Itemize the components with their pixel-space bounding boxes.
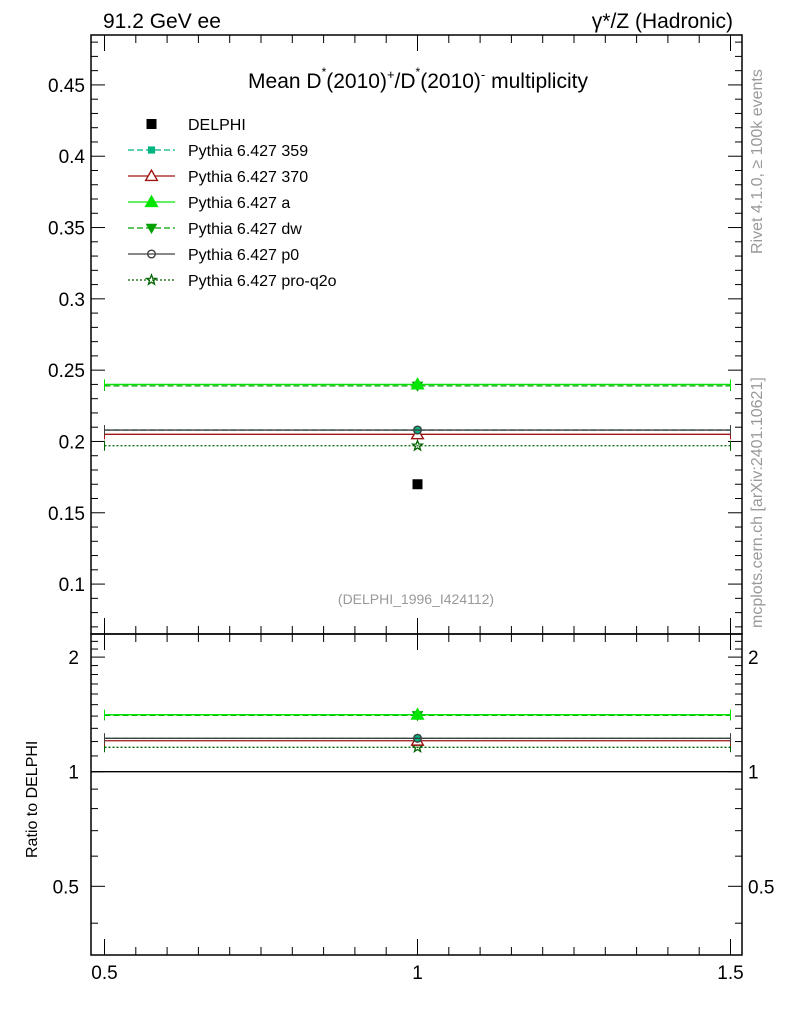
- legend-label: Pythia 6.427 p0: [188, 247, 299, 264]
- legend-label: Pythia 6.427 359: [188, 143, 308, 160]
- main-y-tick-label: 0.1: [59, 575, 85, 596]
- header-left: 91.2 GeV ee: [103, 10, 221, 33]
- x-tick-label: 1.5: [717, 963, 743, 984]
- mcplots-label: mcplots.cern.ch [arXiv:2401.10621]: [749, 377, 766, 628]
- mc-series-marker: [410, 438, 425, 452]
- main-y-tick-label: 0.35: [48, 219, 85, 240]
- plot-layer: 0.1 0.15 0.2 0.25 0.3 0.35 0.4 0.45 0.5 1 1.5 0.5 1 2…: [48, 34, 774, 984]
- mc-series-marker: [410, 377, 425, 390]
- legend-marker: [144, 194, 159, 208]
- ratio-y-tick-label-left: 2: [68, 648, 79, 669]
- header-right: γ*/Z (Hadronic): [592, 10, 733, 33]
- legend-label: Pythia 6.427 370: [188, 169, 308, 186]
- legend-label: Pythia 6.427 a: [188, 195, 290, 212]
- legend-data-marker: [146, 119, 157, 129]
- ratio-series-marker: [410, 707, 425, 720]
- main-y-tick-label: 0.3: [59, 290, 85, 311]
- ratio-y-tick-label-right: 2: [748, 648, 759, 669]
- legend-label: DELPHI: [188, 117, 246, 134]
- x-tick-label: 1: [412, 963, 423, 984]
- ratio-y-tick-label-right: 0.5: [748, 877, 774, 898]
- legend-marker: [146, 249, 157, 259]
- ratio-y-axis-label: Ratio to DELPHI: [24, 741, 41, 858]
- legend-marker: [145, 223, 158, 234]
- ratio-y-tick-label-right: 1: [748, 763, 759, 784]
- main-y-tick-label: 0.2: [59, 432, 85, 453]
- main-y-tick-label: 0.45: [48, 76, 85, 97]
- ratio-y-tick-label-left: 0.5: [53, 877, 79, 898]
- legend-label: Pythia 6.427 pro-q2o: [188, 273, 337, 290]
- ratio-panel-frame: [90, 633, 743, 956]
- rivet-label: Rivet 4.1.0, ≥ 100k events: [749, 69, 766, 254]
- data-point: [412, 479, 423, 490]
- legend-label: Pythia 6.427 dw: [188, 221, 302, 238]
- analysis-label: (DELPHI_1996_I424112): [338, 591, 494, 607]
- legend: DELPHI Pythia 6.427 359 Pythia 6.427 370 Py…: [128, 117, 337, 290]
- mc-series-marker: [412, 425, 423, 435]
- legend-marker: [144, 168, 159, 182]
- main-y-tick-label: 0.15: [48, 504, 85, 525]
- main-y-tick-label: 0.4: [59, 147, 86, 168]
- legend-marker: [144, 272, 159, 286]
- ratio-series-marker: [412, 733, 423, 743]
- chart-title: Mean D*(2010)+/D*(2010)- multiplicity: [248, 65, 588, 93]
- main-y-tick-label: 0.25: [48, 361, 85, 382]
- ratio-y-tick-label-left: 1: [68, 763, 79, 784]
- x-tick-label: 0.5: [91, 963, 117, 984]
- legend-marker: [147, 146, 156, 154]
